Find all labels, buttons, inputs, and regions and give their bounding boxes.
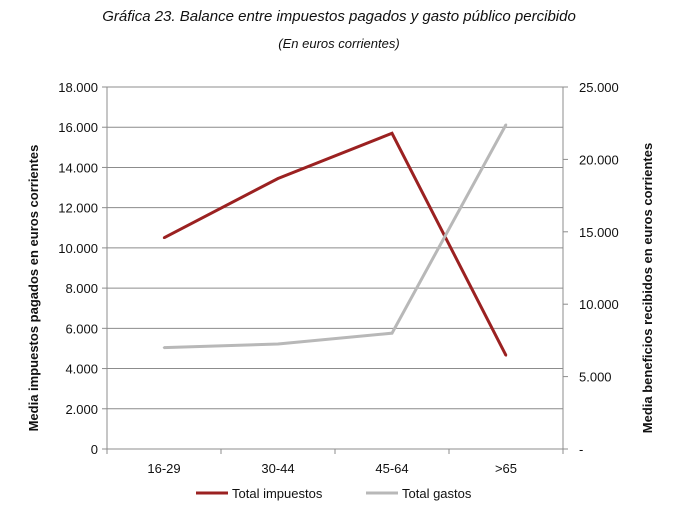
left-tick-label: 0 <box>91 442 98 457</box>
x-tick-label: 45-64 <box>375 461 408 476</box>
right-tick-label: - <box>579 442 583 457</box>
data-point <box>162 346 166 349</box>
chart-subtitle: (En euros corrientes) <box>278 36 400 51</box>
data-point <box>504 123 508 126</box>
left-axis-title: Media impuestos pagados en euros corrien… <box>26 145 41 432</box>
right-axis-title: Media beneficios recibidos en euros corr… <box>640 143 655 433</box>
left-tick-label: 14.000 <box>58 160 98 175</box>
series-line-total-impuestos <box>163 131 508 357</box>
right-axis-ticks: - 5.000 10.000 15.000 20.000 25.000 <box>563 80 619 457</box>
x-tick-label: 16-29 <box>147 461 180 476</box>
left-tick-label: 16.000 <box>58 120 98 135</box>
right-tick-label: 15.000 <box>579 225 619 240</box>
gridlines <box>107 86 563 410</box>
legend-label: Total impuestos <box>232 486 323 501</box>
data-point <box>504 354 508 357</box>
right-tick-label: 10.000 <box>579 297 619 312</box>
x-axis-ticks: 16-29 30-44 45-64 >65 <box>106 449 564 476</box>
data-point <box>276 177 280 180</box>
axes <box>106 87 564 450</box>
left-tick-label: 10.000 <box>58 241 98 256</box>
left-tick-label: 6.000 <box>65 321 98 336</box>
right-tick-label: 5.000 <box>579 370 612 385</box>
series-lines <box>162 123 508 357</box>
chart-title: Gráfica 23. Balance entre impuestos paga… <box>102 8 576 25</box>
left-tick-label: 4.000 <box>65 362 98 377</box>
right-tick-label: 25.000 <box>579 80 619 95</box>
legend: Total impuestos Total gastos <box>196 486 472 501</box>
right-tick-label: 20.000 <box>579 152 619 167</box>
left-tick-label: 2.000 <box>65 402 98 417</box>
legend-label: Total gastos <box>402 486 472 501</box>
data-point <box>390 331 394 335</box>
left-tick-label: 8.000 <box>65 281 98 296</box>
data-point <box>390 132 394 135</box>
left-tick-label: 18.000 <box>58 80 98 95</box>
data-point <box>162 236 166 240</box>
left-tick-label: 12.000 <box>58 201 98 216</box>
left-axis-ticks: 0 2.000 4.000 6.000 8.000 10.000 12.000 14.000 1… <box>58 80 107 457</box>
data-point <box>276 342 280 346</box>
series-line-total-gastos <box>163 123 508 350</box>
x-tick-label: >65 <box>495 461 517 476</box>
x-tick-label: 30-44 <box>261 461 294 476</box>
